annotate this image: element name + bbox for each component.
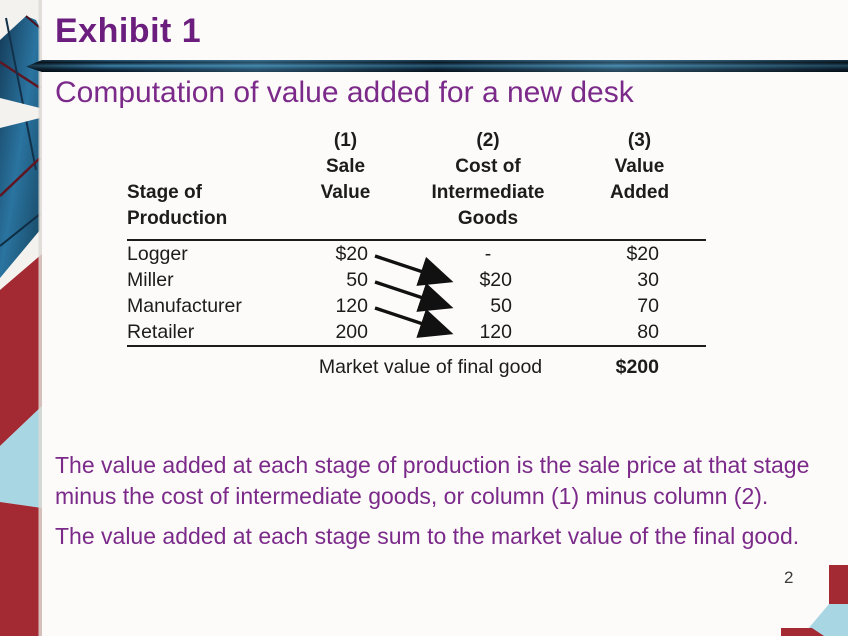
value-added-table: Stage of Production (1) Sale Value (2) C… [127, 128, 706, 380]
cost-cell: - [484, 243, 492, 265]
table-rule-top [127, 239, 706, 241]
corner-decoration [781, 565, 848, 636]
header-stage-of-production: Stage of Production [127, 182, 228, 229]
note-paragraph-2: The value added at each stage sum to the… [55, 523, 800, 549]
table-rule-bottom [127, 345, 706, 347]
table-row-manufacturer: Manufacturer 120 50 70 [127, 293, 706, 319]
table-footer: Market value of final good $200 [127, 347, 706, 380]
table-row-retailer: Retailer 200 120 80 [127, 319, 706, 345]
stage-cell: Retailer [127, 321, 195, 343]
header-cost-of-intermediate-goods: (2) Cost of Intermediate Goods [431, 130, 545, 229]
table-row-miller: Miller 50 $20 30 [127, 267, 706, 293]
header-sale-value: (1) Sale Value [320, 130, 371, 203]
page-number: 2 [784, 568, 794, 587]
table-header: Stage of Production (1) Sale Value (2) C… [127, 128, 706, 232]
cost-cell: $20 [479, 269, 512, 291]
slide-subtitle: Computation of value added for a new des… [55, 76, 634, 109]
notes-block: The value added at each stage of product… [55, 450, 840, 561]
title-underline-bar [26, 60, 848, 72]
header-value-added: (3) Value Added [609, 130, 670, 203]
page-title: Exhibit 1 [55, 12, 202, 50]
slide-accent-strip [0, 0, 42, 636]
cost-cell: 50 [490, 295, 512, 317]
note-paragraph-1: The value added at each stage of product… [55, 452, 810, 509]
sale-value-cell: 50 [346, 269, 368, 291]
value-added-cell: 30 [637, 269, 659, 291]
stage-cell: Logger [127, 243, 188, 265]
sale-value-cell: $20 [335, 243, 368, 265]
market-value-label: Market value of final good [318, 356, 543, 378]
value-added-cell: 70 [637, 295, 659, 317]
market-value-total: $200 [615, 356, 659, 378]
stage-cell: Manufacturer [127, 295, 242, 317]
table-row-logger: Logger $20 - $20 [127, 241, 706, 267]
value-added-cell: 80 [637, 321, 659, 343]
sale-value-cell: 200 [335, 321, 368, 343]
cost-cell: 120 [479, 321, 512, 343]
sale-value-cell: 120 [335, 295, 368, 317]
stage-cell: Miller [127, 269, 174, 291]
value-added-cell: $20 [626, 243, 659, 265]
